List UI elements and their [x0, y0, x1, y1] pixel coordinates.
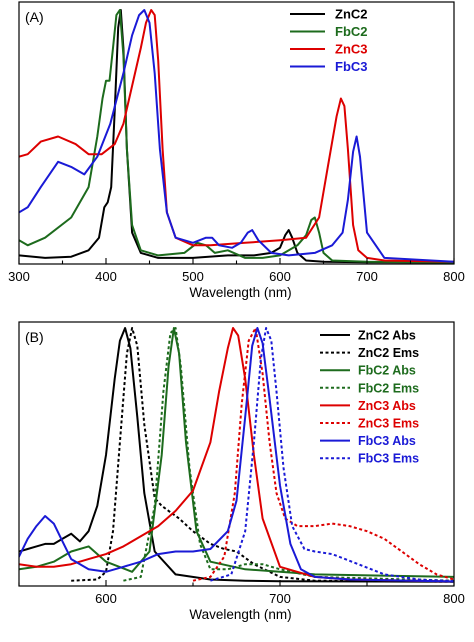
legend-label: FbC2 — [335, 24, 368, 39]
plot-frame — [18, 1, 455, 265]
series-line-znc3-abs — [19, 327, 454, 583]
series-line-fbc3-abs — [19, 327, 454, 583]
series-group — [19, 9, 454, 264]
x-tick-label: 600 — [95, 591, 117, 606]
panel-label: (B) — [25, 329, 44, 345]
legend-label: FbC3 Abs — [358, 434, 416, 448]
panel-label: (A) — [25, 9, 44, 25]
series-line-znc3 — [19, 9, 454, 263]
x-tick-label: 700 — [269, 591, 291, 606]
legend-label: FbC3 — [335, 59, 368, 74]
series-line-znc2 — [19, 9, 454, 264]
x-tick-label: 800 — [443, 591, 465, 606]
series-line-fbc2 — [19, 9, 454, 264]
legend-label: ZnC2 Abs — [358, 329, 416, 343]
panel-a: 300 400 500 600 700 800 Wavelength (nm) (A) ZnC2… — [8, 1, 465, 300]
legend: ZnC2 Abs ZnC2 Ems FbC2 Abs FbC2 Ems ZnC3 Abs… — [320, 329, 419, 466]
series-line-fbc3 — [19, 9, 454, 263]
legend-label: ZnC3 Ems — [358, 417, 419, 431]
series-line-znc2-ems — [71, 327, 454, 583]
x-axis-title: Wavelength (nm) — [189, 607, 291, 622]
legend-label: FbC3 Ems — [358, 452, 419, 466]
x-tick-label: 800 — [443, 269, 465, 284]
legend-label: ZnC3 Abs — [358, 399, 416, 413]
x-axis-title: Wavelength (nm) — [189, 285, 291, 300]
x-tick-label: 300 — [8, 269, 30, 284]
legend-label: ZnC2 Ems — [358, 346, 419, 360]
x-tick-label: 600 — [269, 269, 291, 284]
legend-label: FbC2 Abs — [358, 364, 416, 378]
legend-label: ZnC3 — [335, 42, 368, 57]
series-line-fbc2-abs — [19, 327, 454, 578]
legend-label: ZnC2 — [335, 7, 368, 22]
legend: ZnC2 FbC2 ZnC3 FbC3 — [290, 7, 368, 74]
x-tick-label: 700 — [356, 269, 378, 284]
series-group — [19, 327, 454, 583]
x-tick-label: 500 — [182, 269, 204, 284]
series-line-fbc3-ems — [210, 327, 454, 583]
x-tick-label: 400 — [95, 269, 117, 284]
legend-label: FbC2 Ems — [358, 381, 419, 395]
series-line-fbc2-ems — [123, 327, 454, 582]
plot-frame — [18, 321, 455, 587]
series-line-znc2-abs — [19, 327, 454, 583]
